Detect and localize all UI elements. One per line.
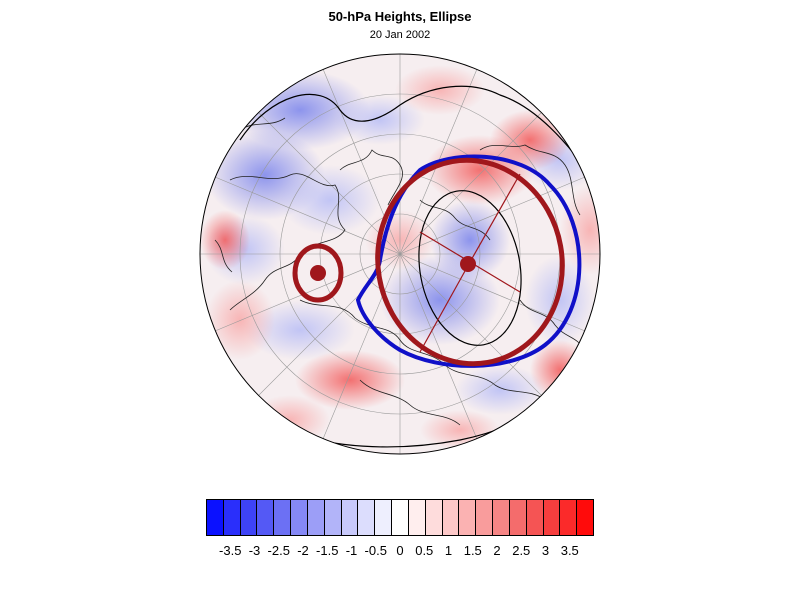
colorbar-swatch — [341, 500, 359, 535]
colorbar-tick-label: 3 — [541, 543, 550, 558]
colorbar-swatch — [240, 500, 258, 535]
colorbar-tick-label: 1 — [444, 543, 453, 558]
colorbar-tick-label: -3 — [248, 543, 261, 558]
colorbar-swatch — [207, 500, 224, 535]
colorbar-swatch — [358, 500, 376, 535]
colorbar-swatch — [577, 500, 594, 535]
colorbar-tick-label: -3.5 — [219, 543, 242, 558]
colorbar-tick-label: 0 — [396, 543, 404, 558]
chart-subtitle: 20 Jan 2002 — [369, 29, 431, 41]
colorbar-labels: -3.5 -3 -2.5 -2 -1.5 -1 -0.5 0 0.5 1 1.5 2 2.5 3 3.5 — [0, 543, 800, 563]
secondary-vortex-ellipse — [292, 243, 344, 303]
coastlines — [214, 117, 586, 426]
secondary-vortex-center — [310, 265, 326, 281]
ellipse-axes — [419, 173, 521, 353]
colorbar-tick-label: 2 — [493, 543, 501, 558]
chart-title: 50-hPa Heights, Ellipse — [328, 9, 472, 24]
colorbar-swatch — [375, 500, 393, 535]
colorbar-swatch — [291, 500, 308, 535]
colorbar-swatch — [459, 500, 477, 535]
map-boundary — [199, 53, 601, 455]
colorbar-swatch — [223, 500, 241, 535]
colorbar-swatch — [274, 500, 292, 535]
colorbar-swatch — [324, 500, 342, 535]
colorbar-swatch — [543, 500, 561, 535]
graticule — [200, 54, 600, 454]
main-vortex-ellipse — [375, 157, 565, 367]
colorbar-swatch — [392, 500, 409, 535]
colorbar-swatch — [425, 500, 443, 535]
colorbar-tick-label: -0.5 — [364, 543, 387, 558]
colorbar-tick-label: -1.5 — [316, 543, 339, 558]
colorbar-tick-label: 2.5 — [512, 543, 531, 558]
colorbar-tick-label: 0.5 — [415, 543, 434, 558]
colorbar-swatch — [526, 500, 544, 535]
colorbar-swatch — [408, 500, 426, 535]
colorbar-swatch — [307, 500, 325, 535]
colorbar-tick-label: 1.5 — [463, 543, 482, 558]
colorbar-swatch — [476, 500, 494, 535]
colorbar-swatch — [560, 500, 578, 535]
colorbar-tick-label: -2.5 — [267, 543, 290, 558]
colorbar — [206, 499, 594, 536]
colorbar-tick-label: 3.5 — [560, 543, 579, 558]
colorbar-swatch — [493, 500, 510, 535]
colorbar-swatch — [509, 500, 527, 535]
main-vortex-center — [460, 256, 476, 272]
colorbar-swatch — [257, 500, 275, 535]
colorbar-tick-label: -2 — [297, 543, 309, 558]
colorbar-swatch — [442, 500, 460, 535]
colorbar-tick-label: -1 — [345, 543, 358, 558]
